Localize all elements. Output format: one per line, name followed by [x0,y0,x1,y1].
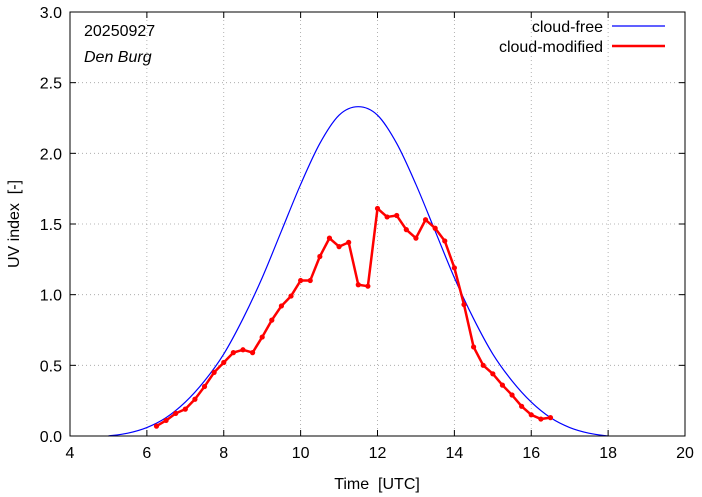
x-axis-label: Time [UTC] [334,476,420,493]
cloud-modified-point [519,403,525,409]
x-tick-label: 12 [369,445,387,462]
cloud-modified-point [173,410,179,416]
x-tick-label: 4 [66,445,75,462]
cloud-modified-point [490,371,496,377]
cloud-modified-point [413,235,419,241]
cloud-modified-point [298,277,304,284]
cloud-modified-point [259,334,265,340]
x-tick-label: 20 [676,445,694,462]
y-tick-label: 3.0 [40,5,62,22]
date-label: 20250927 [84,23,155,40]
cloud-modified-point [355,282,361,288]
cloud-modified-point [394,212,400,219]
cloud-modified-point [230,350,236,356]
cloud-modified-point [336,244,342,250]
cloud-modified-point [317,253,323,260]
cloud-modified-point [365,283,371,289]
cloud-modified-point [346,239,352,245]
x-tick-label: 16 [522,445,540,462]
legend-label-cloud-free: cloud-free [532,19,603,36]
cloud-modified-point [307,277,313,284]
x-tick-label: 6 [142,445,151,462]
x-tick-label: 10 [292,445,310,462]
y-tick-label: 2.0 [40,146,62,163]
y-tick-label: 1.5 [40,217,62,234]
cloud-modified-point [499,382,506,388]
cloud-modified-point [480,362,486,368]
series-layer [108,106,609,437]
x-tick-label: 8 [219,445,228,462]
cloud-modified-point [201,383,208,390]
cloud-modified-point [288,293,294,299]
cloud-modified-point [182,406,188,412]
cloud-modified-point [221,359,227,366]
axis-ticks: 4 6 8 10 12 14 16 18 20 0.0 0.5 1.0 1.5 2.0 2.5 3.0 [40,5,694,462]
cloud-modified-point [422,217,429,223]
cloud-modified-point [432,225,438,231]
cloud-modified-point [240,347,246,353]
cloud-free-line [108,106,609,437]
cloud-modified-point [374,205,381,212]
legend-label-cloud-modified: cloud-modified [499,39,603,56]
cloud-modified-point [451,265,457,271]
y-axis-label: UV index [-] [6,180,23,268]
cloud-modified-point [461,301,467,308]
cloud-modified-point [442,238,448,244]
cloud-modified-point [528,412,534,418]
x-tick-label: 18 [599,445,617,462]
cloud-modified-point [249,350,256,356]
cloud-modified-point [163,417,169,424]
y-tick-label: 2.5 [40,76,62,93]
cloud-modified-point [384,214,390,220]
legend: cloud-free cloud-modified [499,19,665,56]
grid-lines [70,12,685,436]
cloud-modified-point [538,416,544,422]
cloud-modified-point [192,396,198,402]
x-tick-label: 14 [445,445,463,462]
cloud-modified-point [269,317,275,323]
location-label: Den Burg [84,49,152,66]
cloud-modified-point [403,227,409,233]
cloud-modified-point [211,369,217,375]
cloud-modified-point [153,423,160,429]
cloud-modified-point [509,392,515,398]
y-tick-label: 0.0 [40,429,62,446]
cloud-modified-point [470,344,477,350]
y-tick-label: 0.5 [40,358,62,375]
cloud-modified-point [278,303,285,309]
y-tick-label: 1.0 [40,288,62,305]
cloud-modified-point [326,235,333,241]
cloud-modified-point [547,415,554,421]
